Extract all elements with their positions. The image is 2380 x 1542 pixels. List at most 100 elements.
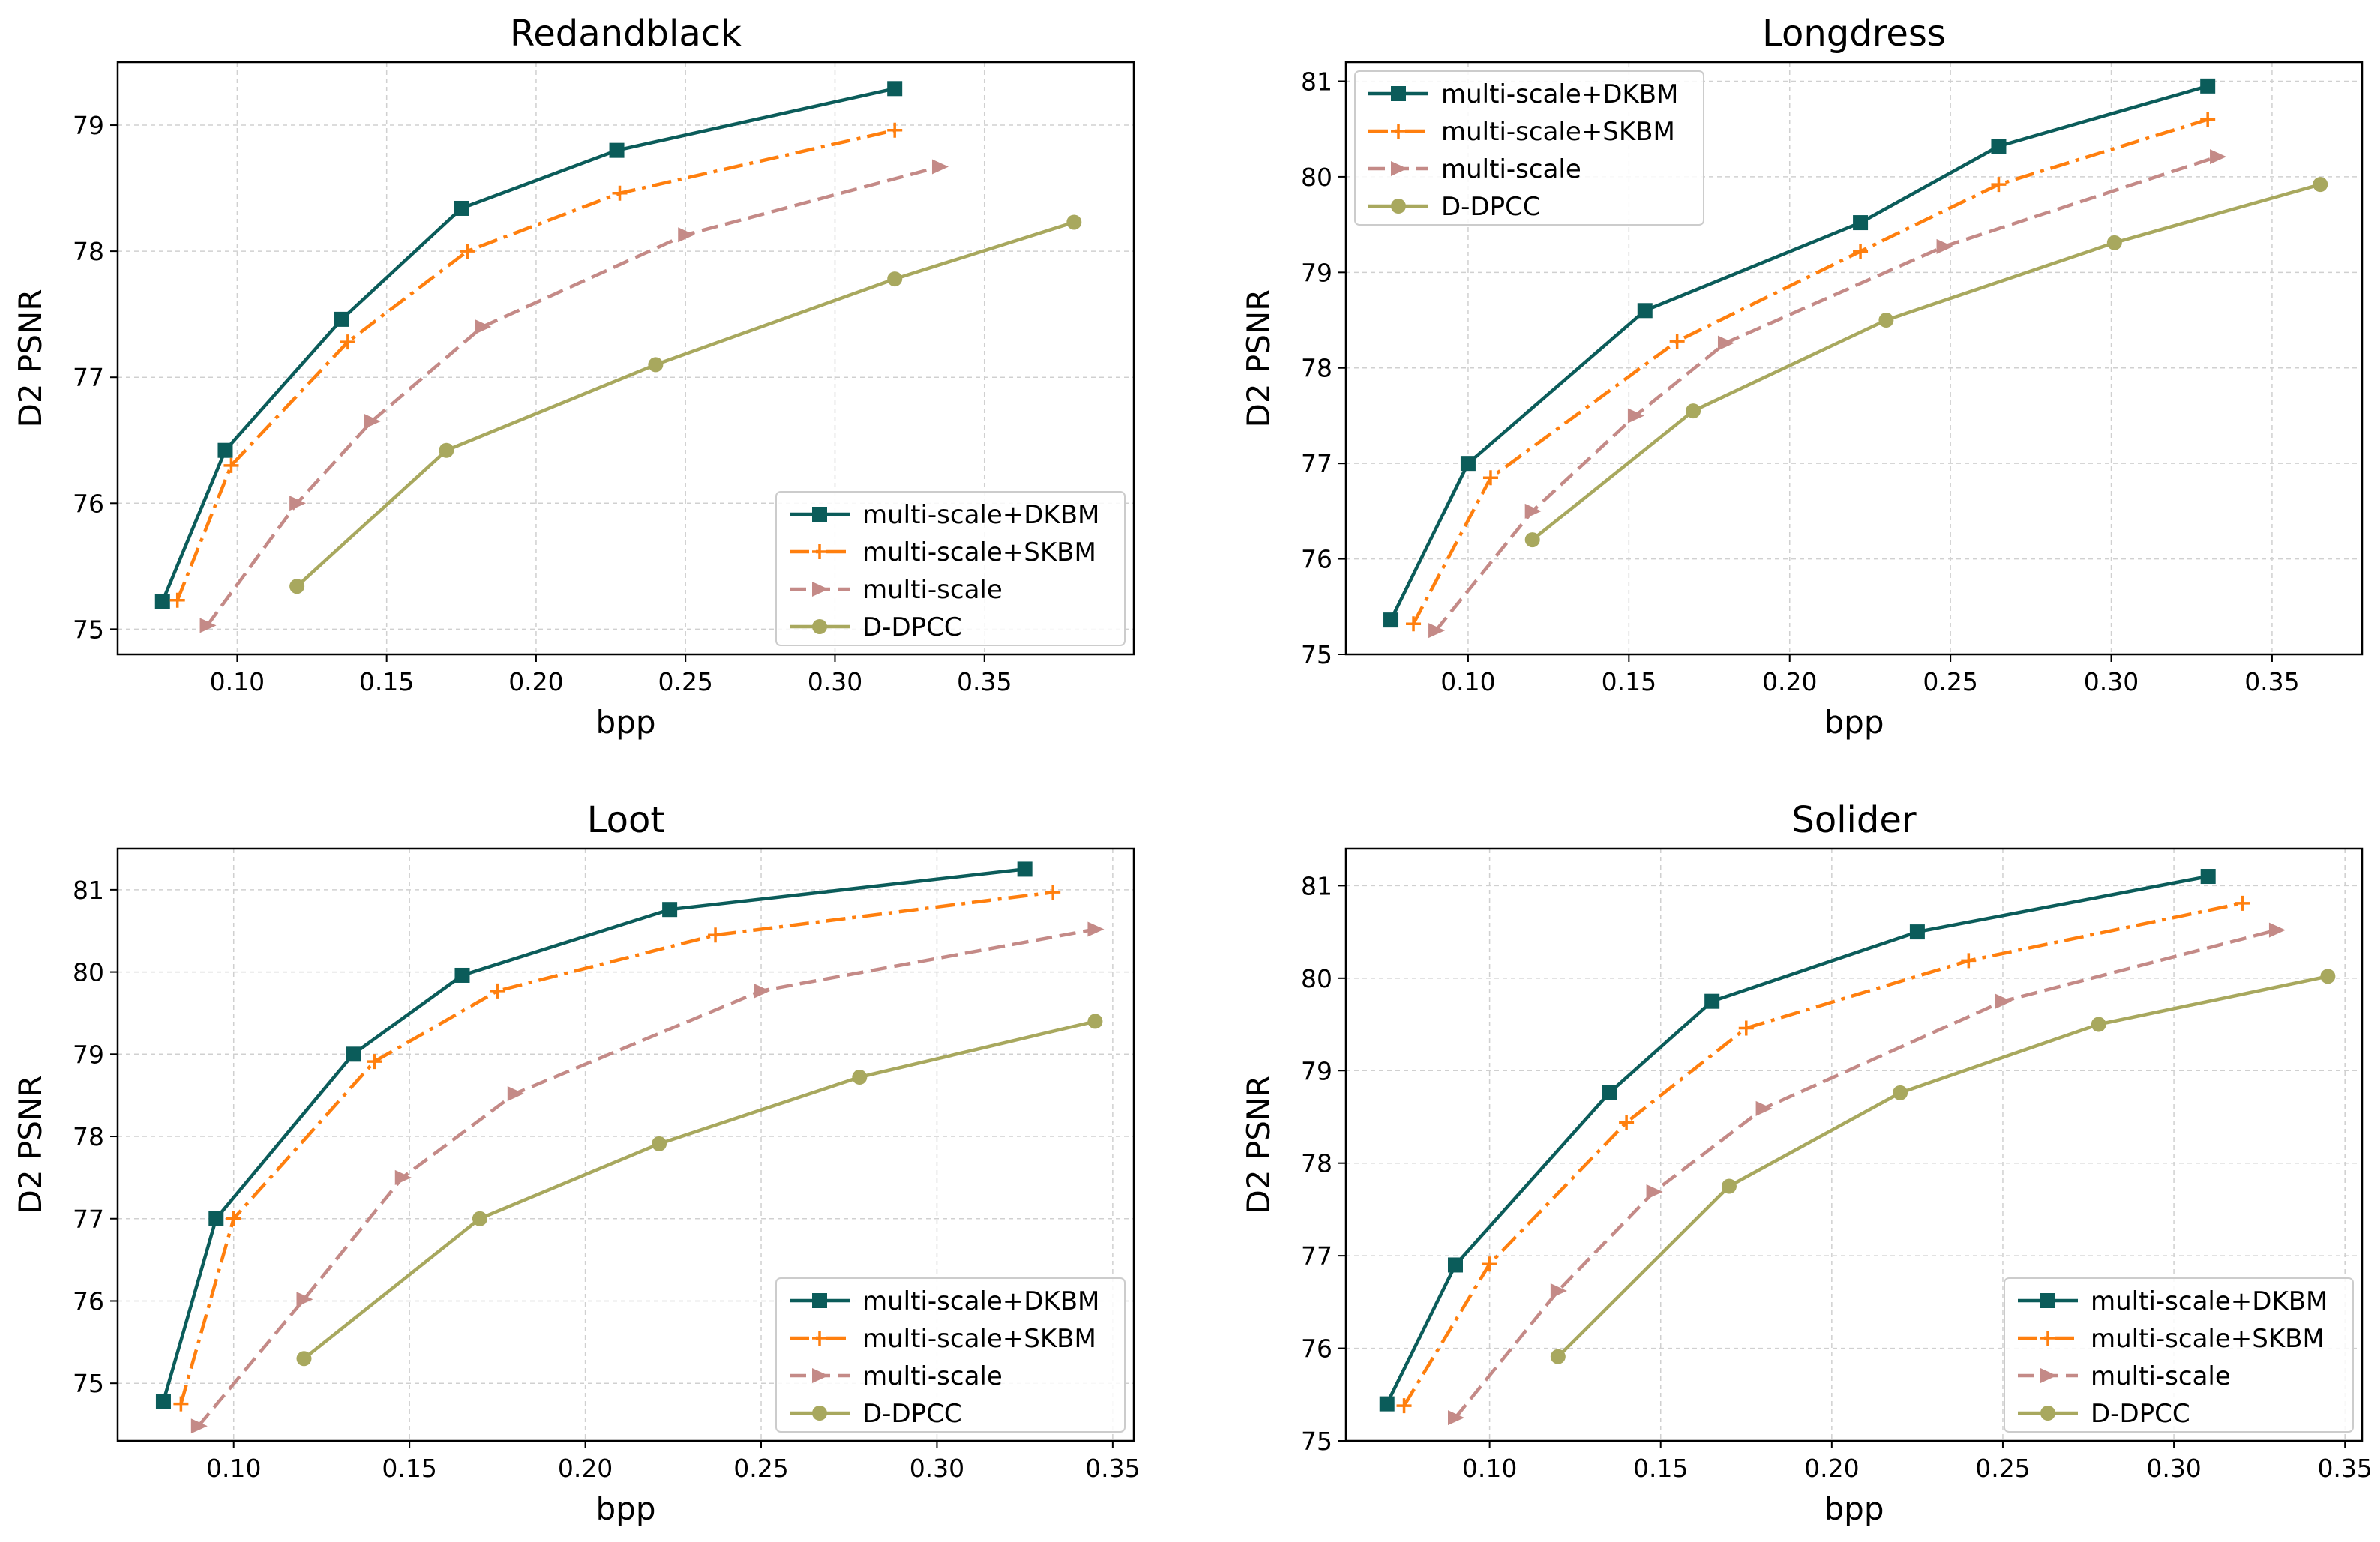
y-tick-label: 79 [1301, 258, 1332, 287]
y-tick-label: 77 [73, 363, 104, 392]
legend-label-1: multi-scale+SKBM [862, 537, 1096, 567]
data-point-series-2 [754, 983, 771, 999]
legend-label-0: multi-scale+DKBM [2091, 1286, 2328, 1316]
x-tick-label: 0.30 [2146, 1454, 2201, 1483]
data-point-series-0 [1853, 215, 1869, 231]
data-point-series-1 [1482, 1256, 1497, 1272]
legend-marker-1 [1391, 124, 1406, 139]
legend-marker-0 [812, 507, 827, 522]
data-point-series-3 [1066, 214, 1082, 230]
y-tick-label: 79 [73, 1040, 104, 1069]
series-line-0 [1389, 84, 2208, 621]
legend-marker-0 [1391, 86, 1406, 101]
x-tick-label: 0.35 [2317, 1454, 2372, 1483]
x-tick-label: 0.10 [1462, 1454, 1517, 1483]
plot-frame [116, 847, 1135, 1442]
x-tick-label: 0.35 [1085, 1454, 1140, 1483]
data-point-series-0 [1637, 303, 1653, 319]
y-tick-label: 79 [73, 111, 104, 140]
y-tick-label: 78 [1301, 354, 1332, 383]
legend-label-3: D-DPCC [1441, 192, 1541, 222]
data-point-series-0 [1379, 1396, 1395, 1412]
series-line-1 [175, 128, 895, 601]
chart-title: Longdress [1762, 13, 1946, 55]
series-line-1 [1402, 901, 2243, 1407]
data-point-series-3 [1893, 1085, 1908, 1100]
data-point-series-0 [662, 902, 678, 918]
series-line-3 [1531, 182, 2321, 541]
legend-marker-2 [1391, 161, 1407, 176]
data-point-series-2 [1550, 1283, 1567, 1299]
data-point-series-2 [296, 1292, 313, 1307]
y-axis-label: D2 PSNR [12, 1075, 49, 1214]
x-tick-label: 0.35 [957, 667, 1012, 696]
legend: multi-scale+DKBM multi-scale+SKBM multi-sc… [2004, 1277, 2354, 1433]
chart-title: Loot [587, 799, 664, 841]
data-point-series-2 [1936, 238, 1953, 254]
y-tick-label: 81 [73, 876, 104, 905]
x-tick-label: 0.30 [2084, 667, 2139, 696]
chart-panel-2: 0.10 0.15 0.20 0.25 0.30 0.35 75 76 77 78 79 80 81 Lo… [12, 799, 1141, 1527]
y-tick-label: 80 [73, 958, 104, 987]
x-tick-label: 0.25 [1923, 667, 1977, 696]
y-tick-label: 76 [1301, 545, 1332, 574]
x-tick-label: 0.10 [206, 1454, 261, 1483]
data-point-series-3 [472, 1211, 487, 1226]
data-point-series-3 [2091, 1017, 2106, 1032]
chart-panel-0: 0.10 0.15 0.20 0.25 0.30 0.35 75 76 77 78 79 Redand… [12, 13, 1135, 741]
data-point-series-3 [652, 1136, 667, 1151]
data-point-series-0 [346, 1046, 361, 1062]
data-point-series-3 [296, 1351, 312, 1367]
series-line-0 [1385, 874, 2209, 1405]
legend-marker-2 [812, 582, 829, 597]
y-tick-label: 76 [73, 1286, 104, 1316]
data-point-series-0 [208, 1211, 224, 1226]
data-point-series-0 [2200, 869, 2216, 885]
y-tick-label: 77 [1301, 449, 1332, 478]
data-point-series-1 [173, 1396, 189, 1412]
series-line-1 [179, 890, 1054, 1405]
x-tick-label: 0.20 [1804, 1454, 1859, 1483]
data-point-series-1 [1738, 1020, 1754, 1036]
data-point-series-2 [1627, 408, 1644, 424]
legend-label-2: multi-scale [862, 575, 1003, 605]
y-tick-label: 76 [73, 489, 104, 518]
legend-label-1: multi-scale+SKBM [1441, 117, 1675, 147]
series-line-2 [197, 927, 1096, 1427]
legend-label-2: multi-scale [2091, 1361, 2231, 1391]
data-point-series-3 [289, 579, 305, 594]
data-point-series-0 [2200, 78, 2216, 94]
data-point-series-2 [507, 1085, 524, 1101]
legend-label-1: multi-scale+SKBM [2091, 1324, 2325, 1354]
y-tick-label: 75 [1301, 640, 1332, 669]
x-tick-label: 0.10 [1440, 667, 1495, 696]
legend-box [775, 1277, 1126, 1433]
data-point-series-1 [1396, 1398, 1412, 1414]
data-point-series-2 [475, 319, 492, 334]
y-tick-label: 78 [73, 237, 104, 266]
y-tick-label: 76 [1301, 1334, 1332, 1364]
x-tick-label: 0.30 [808, 667, 862, 696]
y-tick-label: 80 [1301, 964, 1332, 993]
legend-box [1354, 70, 1704, 226]
data-point-series-0 [217, 442, 233, 458]
data-point-series-2 [1524, 503, 1542, 519]
x-axis-label: bpp [596, 704, 656, 741]
data-point-series-0 [1383, 612, 1399, 628]
legend-marker-3 [812, 1406, 827, 1421]
plot-frame [1344, 847, 2364, 1442]
data-point-series-2 [1755, 1100, 1773, 1116]
data-point-series-2 [2268, 922, 2286, 938]
legend-label-0: multi-scale+DKBM [1441, 79, 1678, 109]
legend-marker-0 [812, 1293, 827, 1308]
data-point-series-3 [2313, 177, 2328, 193]
data-point-series-2 [199, 618, 217, 633]
data-point-series-1 [223, 457, 239, 473]
series-line-2 [1454, 928, 2277, 1419]
legend: multi-scale+DKBM multi-scale+SKBM multi-sc… [1354, 70, 1704, 226]
data-point-series-0 [155, 1394, 171, 1409]
data-point-series-3 [1550, 1349, 1566, 1364]
x-tick-label: 0.25 [1975, 1454, 2030, 1483]
data-point-series-2 [678, 227, 695, 243]
legend-box [2004, 1277, 2354, 1433]
